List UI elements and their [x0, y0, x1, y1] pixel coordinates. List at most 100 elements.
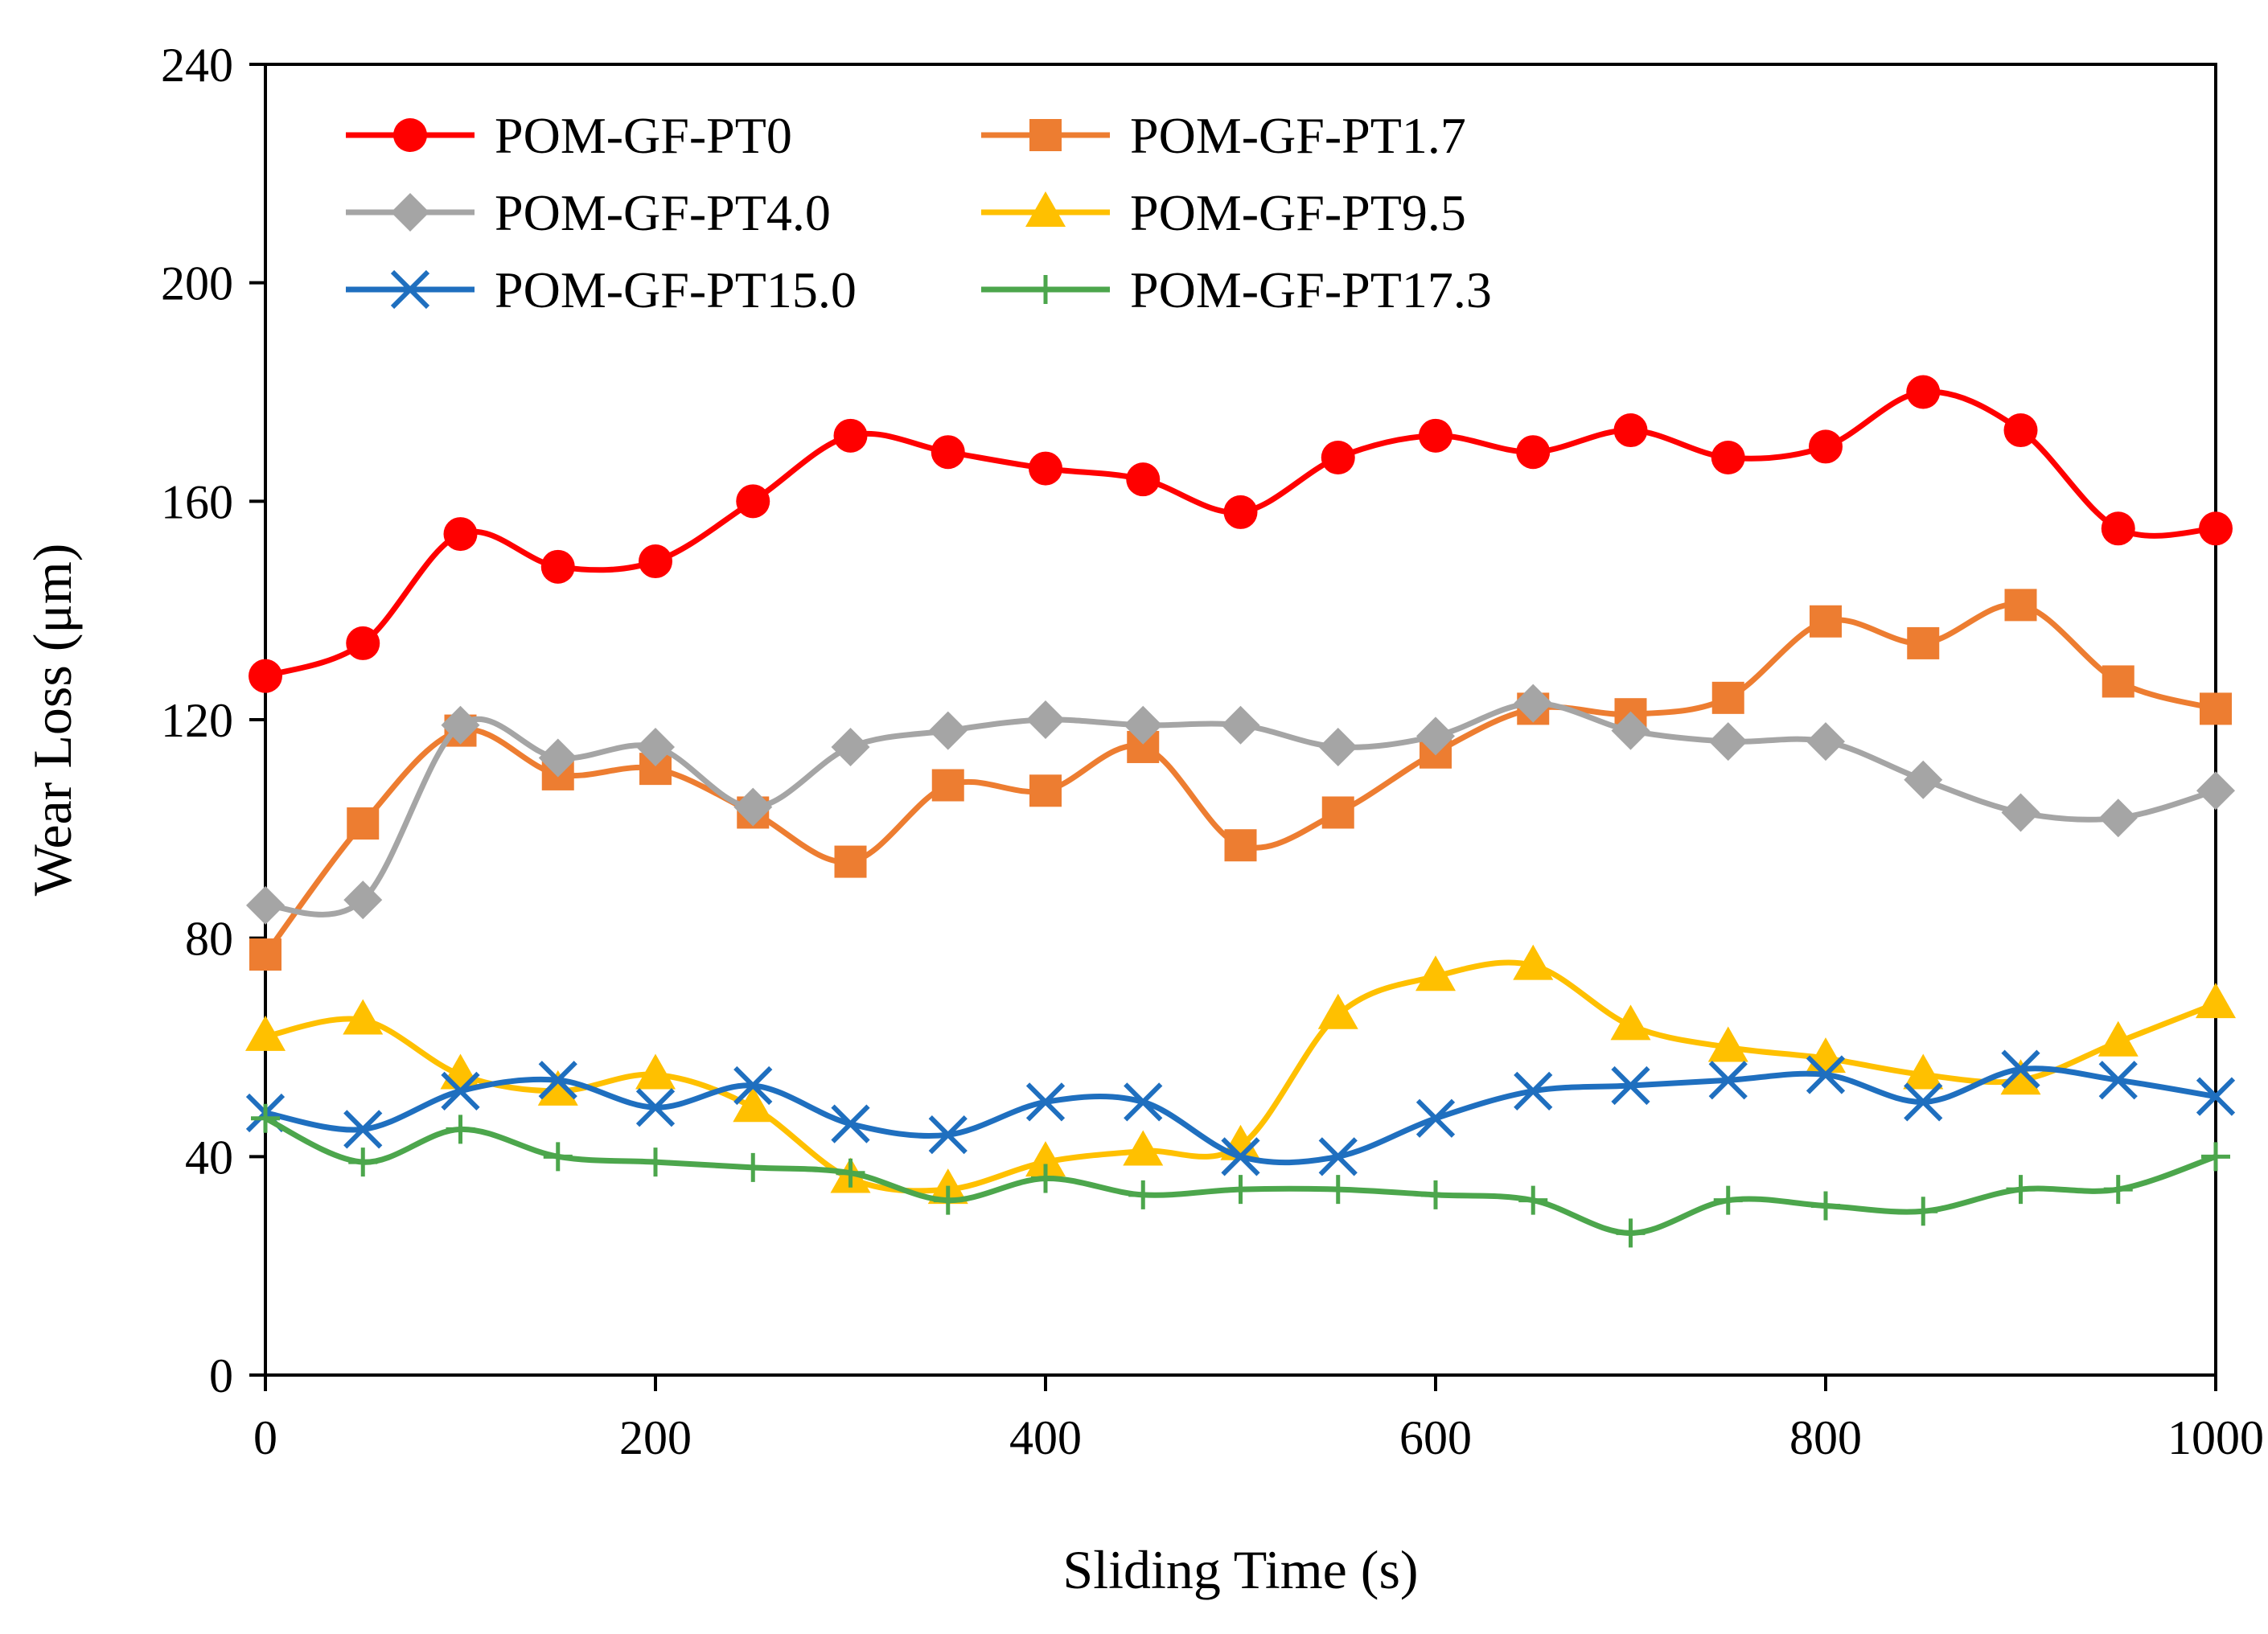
data-point: [2199, 511, 2233, 546]
legend-marker: [391, 193, 429, 232]
legend-item: POM-GF-PT1.7: [981, 107, 1466, 164]
data-point: [1809, 429, 1843, 464]
legend-marker: [1031, 275, 1060, 304]
data-point: [1708, 1061, 1748, 1100]
legend-label: POM-GF-PT15.0: [495, 261, 857, 318]
data-point: [1415, 1098, 1456, 1138]
y-axis: 0 40 80 120 160 200 240: [161, 39, 265, 1402]
legend: POM-GF-PT0 POM-GF-PT1.7 POM-GF-PT4.0 POM-GF…: [346, 107, 1492, 318]
series-pom-gf-pt4-0: [246, 684, 2235, 925]
data-point: [1317, 993, 1358, 1029]
data-point: [2003, 413, 2038, 448]
data-point: [249, 938, 281, 971]
data-point: [1613, 413, 1648, 448]
data-point: [2098, 1061, 2138, 1100]
data-point: [440, 1053, 481, 1090]
data-point: [2101, 511, 2135, 546]
data-point: [1221, 705, 1260, 745]
data-point: [1025, 1141, 1066, 1177]
data-point: [1124, 1082, 1163, 1122]
data-point: [1323, 1175, 1353, 1205]
data-point: [1513, 944, 1554, 980]
data-point: [831, 727, 870, 766]
y-tick-label: 240: [161, 39, 233, 92]
data-point: [441, 1071, 480, 1111]
data-point: [1026, 700, 1065, 739]
data-point: [639, 544, 672, 579]
data-point: [931, 435, 965, 470]
data-point: [2000, 1059, 2041, 1095]
data-point: [1321, 796, 1354, 829]
data-point: [2102, 665, 2134, 698]
data-point: [1904, 1082, 1943, 1122]
data-point: [738, 1152, 768, 1182]
data-point: [441, 705, 480, 745]
legend-label: POM-GF-PT9.5: [1130, 184, 1466, 241]
data-point: [831, 1104, 870, 1143]
data-point: [1811, 1191, 1840, 1221]
data-point: [1318, 1137, 1358, 1176]
series-pom-gf-pt9-5: [245, 944, 2236, 1205]
data-point: [347, 807, 380, 840]
data-point: [245, 1015, 286, 1051]
data-point: [1223, 495, 1258, 529]
x-axis-title: Sliding Time (s): [1062, 1539, 1418, 1600]
series-pom-gf-pt0: [249, 375, 2233, 693]
x-tick-label: 800: [1789, 1411, 1862, 1464]
data-point: [636, 727, 675, 766]
y-axis-title: Wear Loss (μm): [22, 544, 83, 897]
data-point: [834, 845, 867, 878]
data-point: [928, 1115, 968, 1155]
data-point: [443, 517, 478, 552]
data-point: [833, 418, 868, 453]
data-point: [635, 1088, 676, 1127]
data-point: [1906, 375, 1941, 409]
data-point: [635, 1053, 676, 1090]
data-point: [733, 1086, 774, 1123]
data-point: [733, 1065, 773, 1106]
data-point: [1518, 1185, 1548, 1215]
y-tick-label: 0: [209, 1349, 233, 1402]
x-tick-label: 600: [1399, 1411, 1472, 1464]
data-point: [1611, 711, 1650, 750]
data-point: [736, 484, 770, 519]
x-axis: 0 200 400 600 800 1000: [253, 1375, 2264, 1464]
data-point: [1810, 605, 1842, 638]
legend-marker: [390, 269, 430, 310]
legend-item: POM-GF-PT17.3: [981, 261, 1492, 318]
data-point: [1031, 1164, 1060, 1193]
data-point: [1806, 722, 1845, 762]
data-point: [1713, 1185, 1743, 1215]
data-point: [1126, 462, 1161, 497]
legend-marker: [393, 118, 427, 152]
data-point: [1224, 829, 1257, 862]
legend-item: POM-GF-PT9.5: [981, 184, 1466, 241]
data-point: [2196, 771, 2235, 811]
data-point: [2004, 589, 2037, 622]
legend-item: POM-GF-PT15.0: [346, 261, 857, 318]
x-tick-label: 0: [253, 1411, 277, 1464]
legend-marker: [1025, 191, 1066, 227]
y-tick-label: 80: [185, 913, 233, 966]
data-point: [1419, 418, 1452, 453]
data-point: [1711, 441, 1745, 474]
data-point: [1611, 1065, 1650, 1106]
data-point: [346, 626, 380, 660]
series-pom-gf-pt17-3: [251, 1103, 2230, 1248]
data-point: [1221, 1137, 1260, 1176]
data-point: [1516, 435, 1551, 470]
data-point: [2001, 1049, 2040, 1089]
data-point: [928, 711, 968, 750]
legend-label: POM-GF-PT1.7: [1130, 107, 1466, 164]
data-point: [251, 1103, 280, 1133]
data-point: [1416, 716, 1455, 756]
data-point: [1903, 1053, 1944, 1090]
data-point: [343, 999, 384, 1035]
data-point: [246, 885, 285, 925]
data-point: [348, 1147, 378, 1177]
data-point: [2001, 793, 2040, 832]
data-point: [1123, 1130, 1164, 1166]
series-layer: [245, 375, 2236, 1248]
data-point: [733, 787, 773, 827]
data-point: [641, 1147, 670, 1177]
